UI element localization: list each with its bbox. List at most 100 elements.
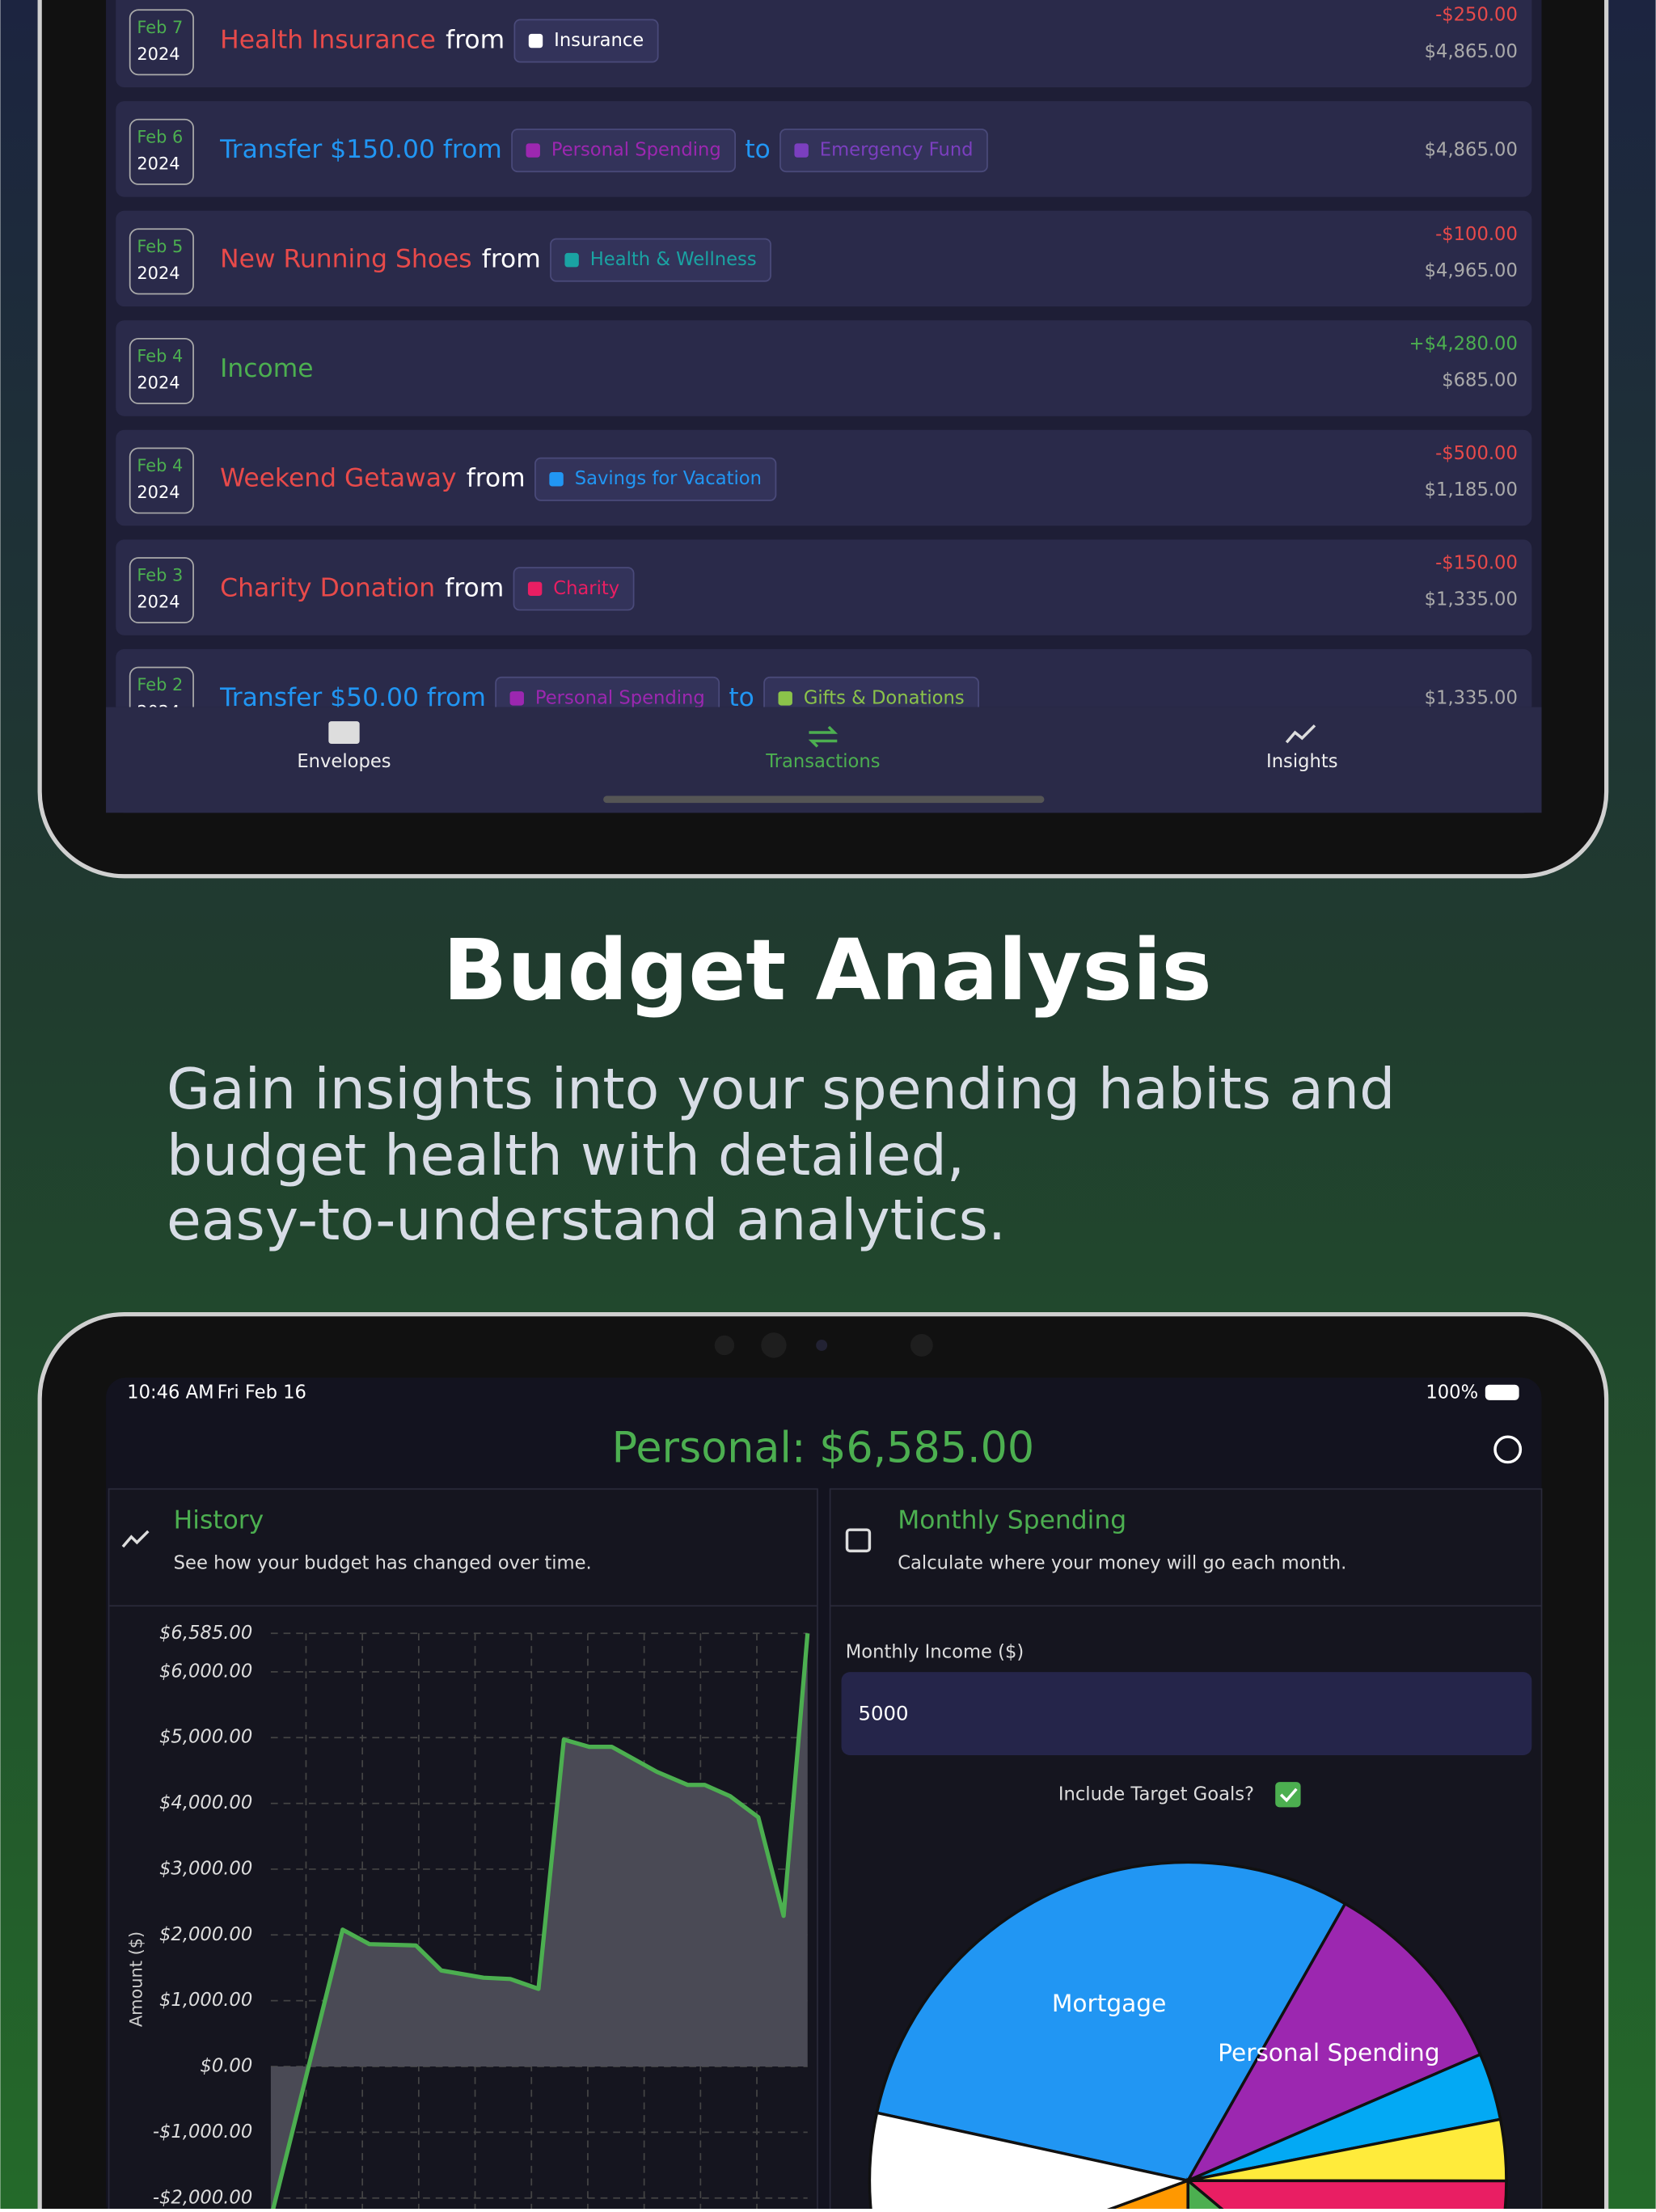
chip-icon [509, 691, 524, 706]
chip-bg [513, 567, 635, 611]
balance: $1,335.00 [1425, 687, 1518, 708]
chip-label: Personal Spending [535, 687, 705, 708]
chip-label: Savings for Vacation [575, 468, 762, 489]
tab-label[interactable]: Insights [1266, 751, 1338, 772]
balance: $4,865.00 [1425, 140, 1518, 161]
transaction-text: Transfer $150.00 from [219, 135, 502, 164]
headline-line: easy-to-understand analytics. [167, 1188, 1006, 1253]
envelope-chip: Insurance [513, 19, 659, 63]
year: 2024 [137, 374, 180, 393]
year: 2024 [137, 44, 180, 64]
y-tick-label: $5,000.00 [159, 1727, 252, 1748]
date: Feb 4 [137, 456, 183, 475]
y-tick-label: $6,000.00 [159, 1661, 252, 1682]
y-tick-label: $2,000.00 [159, 1924, 252, 1945]
insights-icon [1285, 724, 1316, 744]
y-tick-label: $3,000.00 [159, 1858, 252, 1879]
y-tick-label: $0.00 [200, 2056, 252, 2077]
income-input[interactable] [841, 1672, 1532, 1755]
screen-title: Personal: $6,585.00 [612, 1424, 1034, 1473]
transaction-text: from [446, 26, 505, 55]
panel-description: Calculate where your money will go each … [898, 1553, 1346, 1574]
chip-bg [513, 19, 659, 63]
pie-label: Personal Spending [1218, 2039, 1439, 2066]
balance: $4,965.00 [1425, 260, 1518, 281]
chip-label: Emergency Fund [820, 140, 974, 161]
y-tick-label: $1,000.00 [159, 1990, 252, 2011]
profile-icon[interactable] [1493, 1435, 1523, 1464]
transaction-row[interactable] [116, 429, 1532, 526]
transaction-text: Health Insurance [220, 26, 436, 55]
y-tick-label: $4,000.00 [159, 1792, 252, 1813]
transaction-text: Weekend Getaway [220, 464, 456, 493]
goals-checkbox[interactable] [1275, 1782, 1301, 1808]
status-date: Fri Feb 16 [218, 1382, 306, 1404]
chip-bg [550, 238, 771, 282]
envelope-chip: Health & Wellness [550, 238, 771, 282]
tab-label[interactable]: Envelopes [297, 751, 391, 772]
date-box [129, 337, 194, 404]
pie-slice [875, 1860, 1347, 2183]
chip-bg [779, 129, 988, 173]
year: 2024 [137, 154, 180, 174]
date: Feb 5 [137, 237, 183, 256]
history-icon [121, 1530, 150, 1548]
envelope-chip: Charity [513, 567, 635, 611]
panel-title: History [174, 1506, 264, 1535]
chip-bg [495, 676, 720, 707]
balance: $1,185.00 [1425, 479, 1518, 500]
amount: -$100.00 [1435, 224, 1518, 245]
y-tick-label: -$2,000.00 [153, 2187, 252, 2208]
calendar-icon [845, 1528, 872, 1553]
transaction-row[interactable] [116, 539, 1532, 635]
y-tick-label: $6,585.00 [159, 1623, 252, 1644]
date-box [129, 447, 194, 514]
transaction-text: from [467, 464, 526, 493]
chip-icon [527, 581, 543, 597]
chip-label: Personal Spending [551, 140, 721, 161]
date-box [129, 228, 194, 295]
checkbox-label: Include Target Goals? [1058, 1784, 1254, 1805]
check-mark [1279, 1788, 1298, 1803]
year: 2024 [137, 593, 180, 612]
chip-label: Charity [553, 578, 619, 599]
amount: -$250.00 [1435, 5, 1518, 26]
home-indicator [603, 796, 1045, 804]
headline-line: budget health with detailed, [167, 1123, 965, 1188]
transaction-row[interactable] [116, 210, 1532, 307]
income-value: 5000 [858, 1701, 908, 1724]
transaction-row[interactable] [116, 320, 1532, 416]
transaction-row[interactable] [116, 0, 1532, 88]
date: Feb 6 [137, 127, 183, 146]
date: Feb 4 [137, 347, 183, 366]
transaction-text: Transfer $50.00 from [219, 683, 486, 712]
date-box [129, 666, 194, 707]
status-time: 10:46 AM [127, 1382, 213, 1404]
pie-label: Mortgage [1052, 1990, 1166, 2017]
chip-bg [534, 457, 777, 501]
y-tick-label: -$1,000.00 [153, 2121, 252, 2142]
envelope-chip: Savings for Vacation [534, 457, 777, 501]
camera [714, 1332, 933, 1358]
transaction-text: to [745, 135, 770, 164]
date: Feb 7 [137, 18, 183, 37]
transaction-text: from [482, 245, 541, 274]
chip-icon [778, 691, 792, 706]
chip-icon [549, 472, 564, 487]
envelope-chip: Gifts & Donations [763, 676, 979, 707]
chip-icon [564, 252, 579, 268]
date-box [129, 9, 194, 76]
line [270, 1633, 810, 2212]
date-box [129, 557, 194, 623]
transfer-icon [808, 725, 839, 748]
tab-label[interactable]: Transactions [765, 751, 880, 772]
battery-icon [1485, 1384, 1519, 1400]
pie-slice [1184, 2179, 1508, 2212]
chip-bg [763, 676, 979, 707]
pie-slice [868, 2111, 1193, 2212]
year: 2024 [137, 483, 180, 502]
transaction-text: New Running Shoes [220, 245, 471, 274]
pie-slice [1185, 1902, 1483, 2184]
